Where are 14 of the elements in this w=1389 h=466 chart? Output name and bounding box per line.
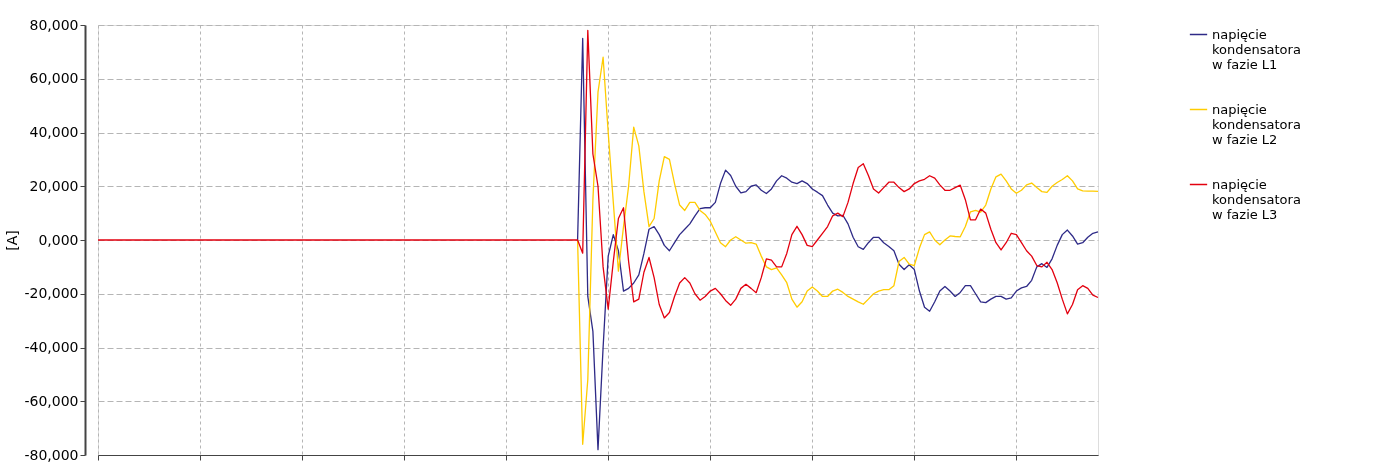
y-axis-title: [A] bbox=[4, 230, 21, 251]
line-series bbox=[97, 29, 1099, 319]
legend-label: napięcie kondensatora w fazie L3 bbox=[1212, 176, 1301, 222]
y-tick-label: -80,000 bbox=[24, 446, 79, 463]
y-tick-label: 80,000 bbox=[29, 16, 79, 33]
legend-label: napięcie kondensatora w fazie L1 bbox=[1212, 26, 1301, 72]
y-tick-label: 20,000 bbox=[29, 177, 79, 194]
y-tick-label: -40,000 bbox=[24, 339, 79, 355]
y-tick-label: 0,000 bbox=[38, 231, 79, 248]
y-tick-label: -60,000 bbox=[24, 392, 79, 409]
y-tick-label: -20,000 bbox=[24, 285, 79, 302]
legend-label: napięcie kondensatora w fazie L2 bbox=[1212, 101, 1301, 147]
y-tick-label: 40,000 bbox=[29, 124, 79, 140]
y-tick-label: 60,000 bbox=[29, 70, 79, 87]
